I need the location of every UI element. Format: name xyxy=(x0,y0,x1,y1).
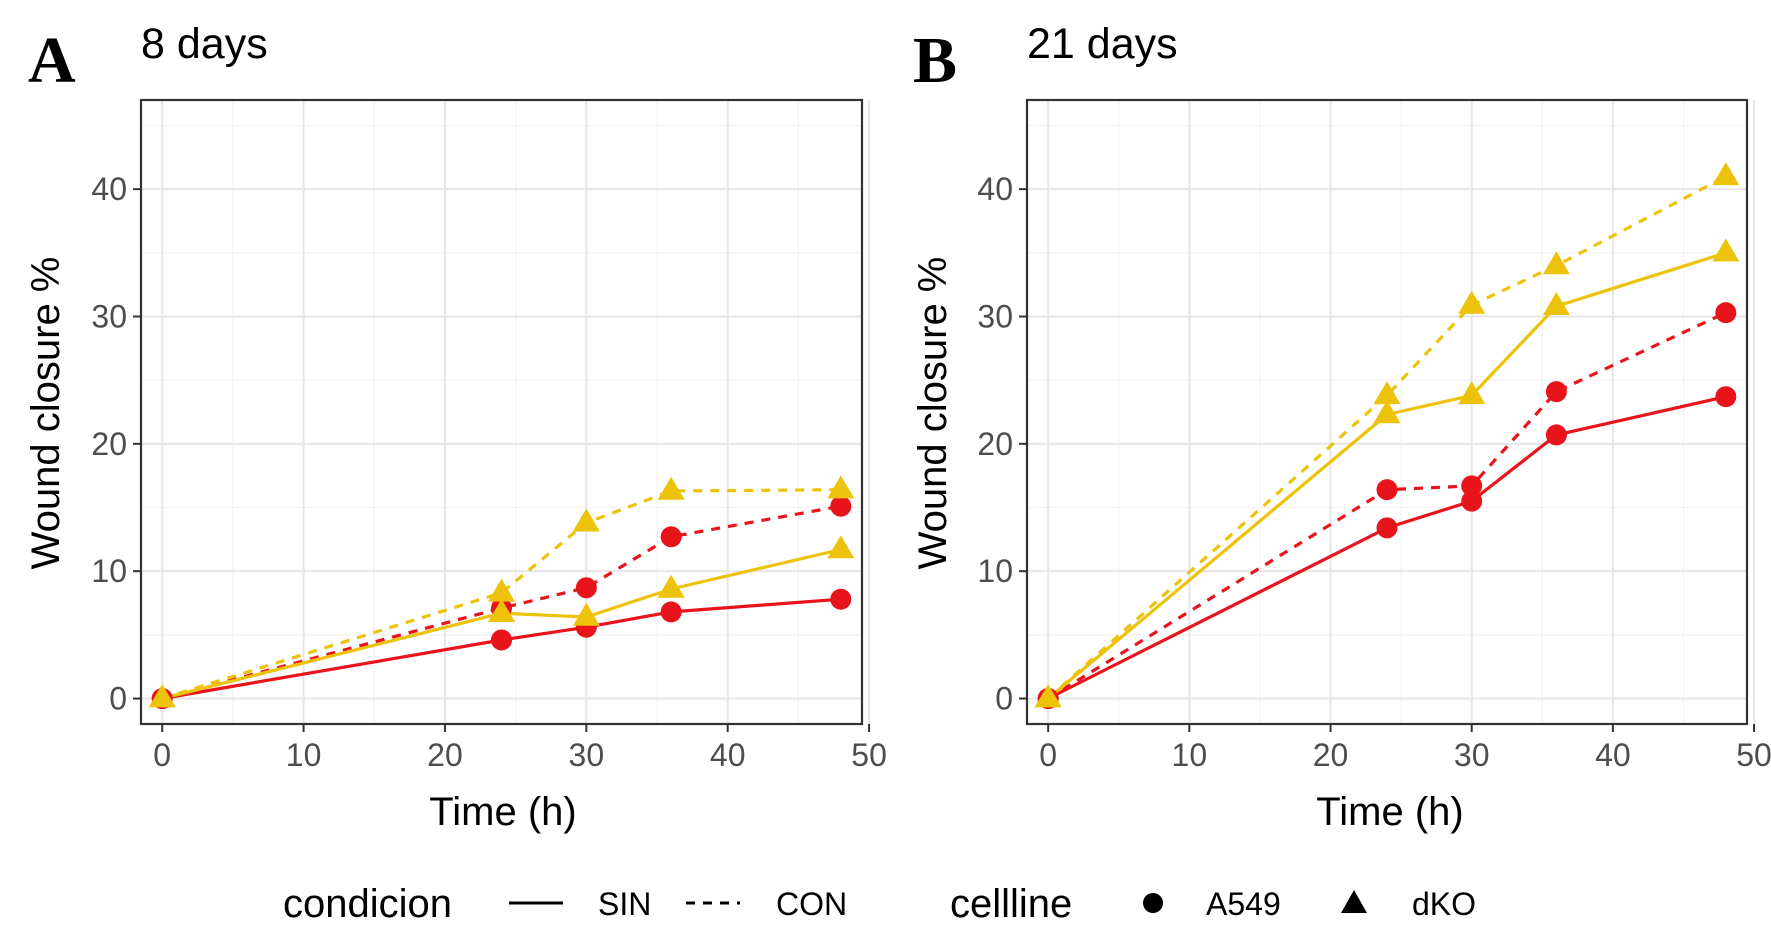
data-point-circle xyxy=(575,577,597,599)
y-tick-label: 40 xyxy=(91,171,127,207)
data-point-triangle xyxy=(827,535,855,559)
panel-title: 21 days xyxy=(1027,20,1178,68)
data-point-circle xyxy=(1376,479,1398,501)
x-tick-label: 30 xyxy=(1454,737,1490,773)
data-point-circle xyxy=(830,495,852,517)
y-tick-label: 0 xyxy=(109,681,127,717)
x-tick-label: 0 xyxy=(153,737,171,773)
data-point-circle xyxy=(660,601,682,623)
x-tick-label: 20 xyxy=(1313,737,1349,773)
legend-title-cellline: cellline xyxy=(950,882,1072,926)
x-tick-label: 40 xyxy=(1595,737,1631,773)
panel-letter: B xyxy=(913,24,957,97)
legend-label-con: CON xyxy=(776,886,847,922)
data-point-triangle xyxy=(1373,381,1401,405)
panel-b: B 21 days 0 10 20 30 40 50 0 10 20 30 40 Wound clo… xyxy=(911,20,1771,834)
legend-key-triangle xyxy=(1341,890,1367,913)
y-axis-label: Wound closure % xyxy=(24,257,68,570)
data-point-circle xyxy=(1461,475,1483,497)
data-point-triangle xyxy=(148,684,176,708)
data-point-triangle xyxy=(572,508,600,532)
data-point-triangle xyxy=(572,602,600,626)
y-tick-label: 20 xyxy=(91,426,127,462)
legend: condicion SIN CON cellline A549 dKO xyxy=(283,882,1476,926)
data-point-circle xyxy=(1545,381,1567,403)
data-point-triangle xyxy=(1542,292,1570,316)
y-tick-label: 40 xyxy=(977,171,1013,207)
data-point-circle xyxy=(1545,424,1567,446)
x-axis-label: Time (h) xyxy=(429,790,576,834)
x-tick-label: 10 xyxy=(1172,737,1208,773)
data-point-circle xyxy=(660,526,682,548)
plot-area: 0 10 20 30 40 50 0 10 20 30 40 xyxy=(977,98,1771,773)
data-point-triangle xyxy=(827,475,855,499)
panel-title: 8 days xyxy=(141,20,268,68)
panel-border xyxy=(139,98,864,726)
data-point-circle xyxy=(1461,490,1483,512)
data-point-triangle xyxy=(1458,290,1486,314)
y-tick-label: 10 xyxy=(977,553,1013,589)
y-tick-label: 0 xyxy=(995,681,1013,717)
data-point-circle xyxy=(491,629,512,651)
data-point-triangle xyxy=(1458,381,1486,405)
legend-label-a549: A549 xyxy=(1206,886,1281,922)
data-point-triangle xyxy=(657,574,685,598)
x-tick-label: 20 xyxy=(427,737,463,773)
panel-letter: A xyxy=(28,24,76,97)
legend-key-circle xyxy=(1143,893,1163,913)
data-point-triangle xyxy=(1034,684,1062,708)
data-point-triangle xyxy=(1542,251,1570,275)
panel-border xyxy=(1025,98,1749,726)
legend-title-condicion: condicion xyxy=(283,882,452,926)
data-point-triangle xyxy=(1373,400,1401,424)
x-tick-label: 0 xyxy=(1039,737,1057,773)
data-point-circle xyxy=(830,588,852,610)
data-point-circle xyxy=(1376,517,1398,539)
data-point-triangle xyxy=(1712,162,1740,186)
y-tick-label: 30 xyxy=(91,298,127,334)
y-tick-label: 30 xyxy=(977,298,1013,334)
y-axis-label: Wound closure % xyxy=(911,257,955,570)
x-tick-label: 10 xyxy=(286,737,322,773)
y-tick-label: 20 xyxy=(977,426,1013,462)
legend-label-dko: dKO xyxy=(1412,886,1476,922)
data-point-circle xyxy=(1715,386,1737,408)
data-point-circle xyxy=(1715,302,1737,324)
x-tick-label: 40 xyxy=(710,737,746,773)
x-tick-label: 50 xyxy=(1736,737,1771,773)
panel-a: A 8 days 0 10 20 30 40 50 0 10 20 30 40 Wound clos… xyxy=(24,20,887,834)
legend-label-sin: SIN xyxy=(598,886,651,922)
x-tick-label: 30 xyxy=(569,737,605,773)
y-tick-label: 10 xyxy=(91,553,127,589)
data-point-triangle xyxy=(488,578,515,602)
plot-area: 0 10 20 30 40 50 0 10 20 30 40 xyxy=(91,98,887,773)
x-axis-label: Time (h) xyxy=(1316,790,1463,834)
data-point-triangle xyxy=(1712,238,1740,262)
x-tick-label: 50 xyxy=(851,737,887,773)
data-point-triangle xyxy=(657,476,685,500)
data-point-triangle xyxy=(488,598,515,622)
